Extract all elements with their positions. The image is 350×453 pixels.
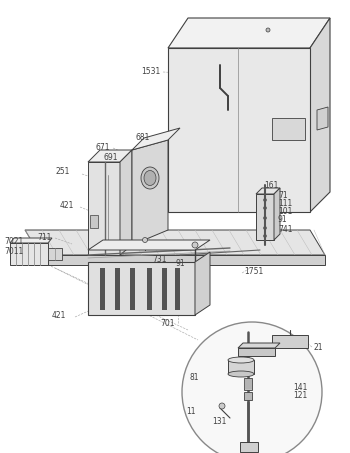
Ellipse shape [228, 357, 254, 363]
Polygon shape [256, 194, 274, 240]
Text: 731: 731 [152, 255, 167, 264]
Circle shape [266, 28, 270, 32]
Text: 91: 91 [278, 216, 288, 225]
Ellipse shape [228, 371, 254, 377]
Polygon shape [317, 107, 328, 130]
Polygon shape [130, 268, 135, 310]
Ellipse shape [144, 170, 156, 185]
Polygon shape [168, 18, 330, 48]
Polygon shape [10, 243, 48, 265]
Text: 711: 711 [37, 232, 51, 241]
Text: 1531: 1531 [141, 67, 160, 77]
Circle shape [264, 226, 266, 230]
Polygon shape [48, 248, 62, 260]
Text: 681: 681 [136, 134, 150, 143]
Circle shape [219, 403, 225, 409]
Circle shape [264, 207, 266, 209]
Circle shape [142, 237, 147, 242]
Polygon shape [228, 360, 254, 374]
Polygon shape [175, 268, 180, 310]
Polygon shape [132, 140, 168, 245]
Polygon shape [240, 442, 258, 452]
Polygon shape [132, 128, 180, 150]
Polygon shape [244, 378, 252, 390]
Text: 7021: 7021 [4, 237, 23, 246]
Polygon shape [100, 268, 105, 310]
Text: 701: 701 [160, 318, 175, 328]
Polygon shape [162, 268, 167, 310]
Polygon shape [88, 150, 132, 162]
Circle shape [192, 242, 198, 248]
Text: 131: 131 [212, 416, 226, 425]
Polygon shape [88, 162, 120, 255]
Polygon shape [88, 240, 210, 250]
Polygon shape [25, 230, 325, 255]
Circle shape [264, 217, 266, 220]
Ellipse shape [141, 167, 159, 189]
Polygon shape [274, 188, 280, 240]
Text: 11: 11 [186, 408, 196, 416]
Text: 121: 121 [293, 391, 307, 400]
Text: 421: 421 [52, 312, 66, 321]
Polygon shape [25, 255, 325, 265]
Polygon shape [272, 118, 305, 140]
Polygon shape [88, 262, 195, 315]
Text: 81: 81 [189, 374, 198, 382]
Text: 101: 101 [278, 207, 292, 217]
Text: 141: 141 [293, 382, 307, 391]
Circle shape [182, 322, 322, 453]
Polygon shape [272, 335, 308, 348]
Polygon shape [115, 268, 120, 310]
Text: 691: 691 [104, 154, 119, 163]
Text: 671: 671 [96, 144, 111, 153]
Text: 1751: 1751 [244, 268, 263, 276]
Polygon shape [256, 188, 280, 194]
Polygon shape [90, 215, 98, 228]
Polygon shape [310, 18, 330, 212]
Text: 71: 71 [278, 192, 288, 201]
Text: 7011: 7011 [4, 246, 23, 255]
Text: 91: 91 [175, 260, 185, 269]
Polygon shape [238, 348, 275, 356]
Polygon shape [120, 150, 132, 255]
Text: 21: 21 [314, 342, 323, 352]
Circle shape [264, 235, 266, 237]
Polygon shape [244, 392, 252, 400]
Polygon shape [168, 48, 310, 212]
Text: 421: 421 [60, 201, 74, 209]
Polygon shape [147, 268, 152, 310]
Polygon shape [238, 343, 280, 348]
Polygon shape [195, 252, 210, 315]
Text: 111: 111 [278, 199, 292, 208]
Text: 161: 161 [264, 182, 278, 191]
Polygon shape [10, 238, 52, 243]
Text: 251: 251 [55, 168, 69, 177]
Text: 741: 741 [278, 226, 293, 235]
Circle shape [264, 198, 266, 202]
